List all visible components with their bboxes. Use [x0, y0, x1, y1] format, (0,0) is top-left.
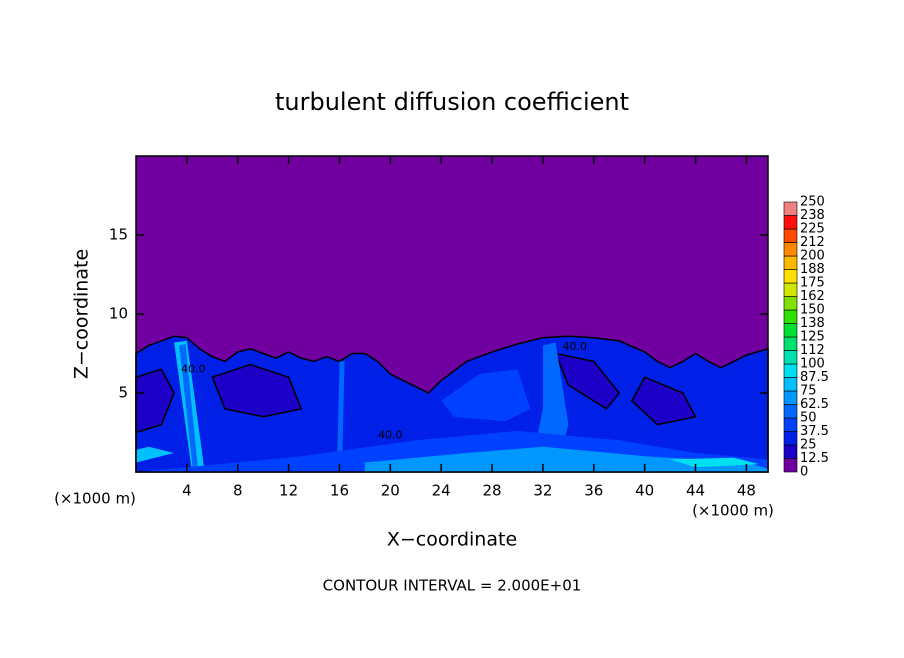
- colorbar-label: 225: [800, 222, 825, 237]
- colorbar-cell: [783, 282, 798, 297]
- colorbar-cell: [783, 309, 798, 324]
- x-tick-label: 40: [635, 482, 654, 500]
- colorbar-cell: [783, 390, 798, 405]
- colorbar-cell: [783, 296, 798, 311]
- contour-label: 40.0: [378, 429, 403, 442]
- x-tick-label: 20: [381, 482, 400, 500]
- y-tick-label: 15: [109, 226, 128, 244]
- field-region: [441, 369, 531, 422]
- colorbar-cell: [783, 444, 798, 459]
- field-region: [630, 376, 697, 426]
- colorbar-cell: [783, 215, 798, 230]
- colorbar-label: 75: [800, 384, 817, 399]
- contour-label: 40.0: [562, 340, 587, 353]
- colorbar-label: 125: [800, 330, 825, 345]
- colorbar-label: 150: [800, 303, 825, 318]
- colorbar-label: 200: [800, 249, 825, 264]
- colorbar-label: 37.5: [800, 424, 829, 439]
- colorbar-cell: [783, 431, 798, 446]
- colorbar-label: 25: [800, 438, 817, 453]
- field-region: [179, 344, 199, 472]
- x-tick-label: 44: [686, 482, 705, 500]
- x-tick-label: 16: [330, 482, 349, 500]
- y-tick-label: 10: [109, 305, 128, 323]
- x-axis-label: X−coordinate: [387, 529, 517, 551]
- colorbar-label: 250: [800, 195, 825, 210]
- field-region: [136, 446, 175, 463]
- x-tick-label: 24: [432, 482, 451, 500]
- x-tick-label: 4: [182, 482, 192, 500]
- field-region: [336, 361, 345, 472]
- colorbar-cell: [783, 323, 798, 338]
- colorbar-label: 100: [800, 357, 825, 372]
- colorbar-cell: [783, 228, 798, 243]
- colorbar-cell: [783, 404, 798, 419]
- y-tick-label: 5: [118, 384, 128, 402]
- x-tick-label: 12: [279, 482, 298, 500]
- colorbar-label: 238: [800, 208, 825, 223]
- colorbar-label: 12.5: [800, 451, 829, 466]
- field-region: [670, 457, 760, 468]
- colorbar-cell: [783, 350, 798, 365]
- x-unit: (×1000 m): [692, 502, 774, 520]
- contour-label: 40.0: [181, 362, 206, 375]
- colorbar-label: 87.5: [800, 370, 829, 385]
- field-region: [211, 363, 303, 418]
- colorbar-cell: [783, 201, 798, 216]
- colorbar-cell: [783, 336, 798, 351]
- colorbar-cell: [783, 363, 798, 378]
- colorbar-label: 138: [800, 316, 825, 331]
- colorbar-label: 112: [800, 343, 825, 358]
- x-tick-label: 8: [233, 482, 243, 500]
- chart-title: turbulent diffusion coefficient: [275, 88, 629, 116]
- colorbar-cell: [783, 377, 798, 392]
- colorbar-label: 212: [800, 235, 825, 250]
- x-unit: (×1000 m): [54, 490, 136, 508]
- colorbar-cell: [783, 242, 798, 257]
- note: CONTOUR INTERVAL = 2.000E+01: [323, 577, 582, 595]
- x-tick-label: 32: [533, 482, 552, 500]
- field-region: [554, 352, 621, 410]
- colorbar-label: 62.5: [800, 397, 829, 412]
- colorbar-cell: [783, 269, 798, 284]
- field-region: [364, 446, 768, 472]
- x-tick-label: 36: [584, 482, 603, 500]
- x-tick-label: 48: [737, 482, 756, 500]
- colorbar-label: 50: [800, 411, 817, 426]
- x-tick-label: 28: [483, 482, 502, 500]
- colorbar-label: 162: [800, 289, 825, 304]
- colorbar-cell: [783, 417, 798, 432]
- y-axis-label: Z−coordinate: [71, 249, 93, 379]
- colorbar-label: 175: [800, 276, 825, 291]
- colorbar-cell: [783, 458, 798, 473]
- colorbar-label: 0: [800, 465, 808, 480]
- colorbar-label: 188: [800, 262, 825, 277]
- colorbar-cell: [783, 255, 798, 270]
